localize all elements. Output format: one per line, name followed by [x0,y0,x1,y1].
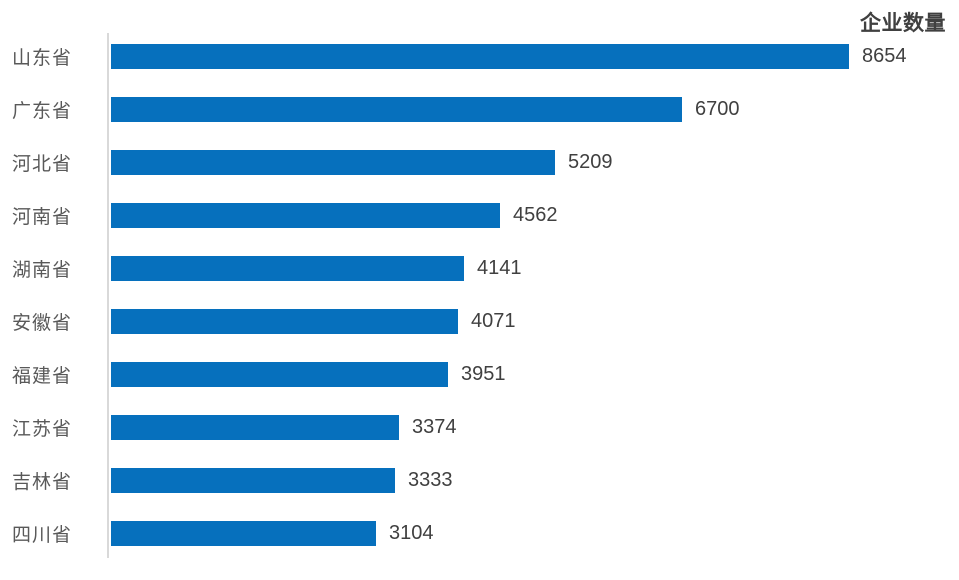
bar [111,362,448,387]
value-label: 4071 [471,310,516,332]
category-label: 山东省 [12,47,73,69]
value-label: 6700 [695,98,740,120]
value-label: 3951 [461,363,506,385]
chart-rows: 山东省 8654 广东省 6700 河北省 5209 河南省 4562 湖南省 4141 安徽省 40… [0,30,959,560]
bar [111,256,464,281]
value-label: 5209 [568,151,613,173]
chart-row: 山东省 8654 [0,30,959,83]
chart-row: 安徽省 4071 [0,295,959,348]
bar [111,415,399,440]
chart-row: 河南省 4562 [0,189,959,242]
value-label: 4141 [477,257,522,279]
chart-row: 河北省 5209 [0,136,959,189]
value-label: 8654 [862,45,907,67]
chart-row: 湖南省 4141 [0,242,959,295]
category-label: 吉林省 [12,471,73,493]
chart-row: 吉林省 3333 [0,454,959,507]
y-axis-line [107,33,109,558]
chart-row: 广东省 6700 [0,83,959,136]
bar [111,203,500,228]
value-label: 3333 [408,469,453,491]
chart-row: 四川省 3104 [0,507,959,560]
value-label: 3374 [412,416,457,438]
bar [111,468,395,493]
chart-title: 企业数量 [860,12,946,35]
bar [111,150,555,175]
bar [111,521,376,546]
chart-row: 福建省 3951 [0,348,959,401]
category-label: 河北省 [12,153,73,175]
category-label: 四川省 [12,524,73,546]
value-label: 3104 [389,522,434,544]
value-label: 4562 [513,204,558,226]
category-label: 湖南省 [12,259,73,281]
chart-row: 江苏省 3374 [0,401,959,454]
bar [111,309,458,334]
category-label: 江苏省 [12,418,73,440]
category-label: 福建省 [12,365,73,387]
category-label: 安徽省 [12,312,73,334]
category-label: 广东省 [12,100,73,122]
category-label: 河南省 [12,206,73,228]
bar [111,97,682,122]
bar [111,44,849,69]
